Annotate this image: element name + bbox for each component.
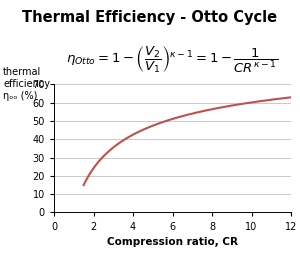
- Text: Thermal Efficiency - Otto Cycle: Thermal Efficiency - Otto Cycle: [22, 10, 278, 25]
- X-axis label: Compression ratio, CR: Compression ratio, CR: [107, 237, 238, 247]
- Text: $\eta_{Otto} = 1 - \left(\dfrac{V_2}{V_1}\right)^{\kappa-1} = 1 - \dfrac{1}{CR^{: $\eta_{Otto} = 1 - \left(\dfrac{V_2}{V_1…: [66, 45, 278, 75]
- Text: thermal
efficiency
ηₒₒ (%): thermal efficiency ηₒₒ (%): [3, 67, 50, 101]
